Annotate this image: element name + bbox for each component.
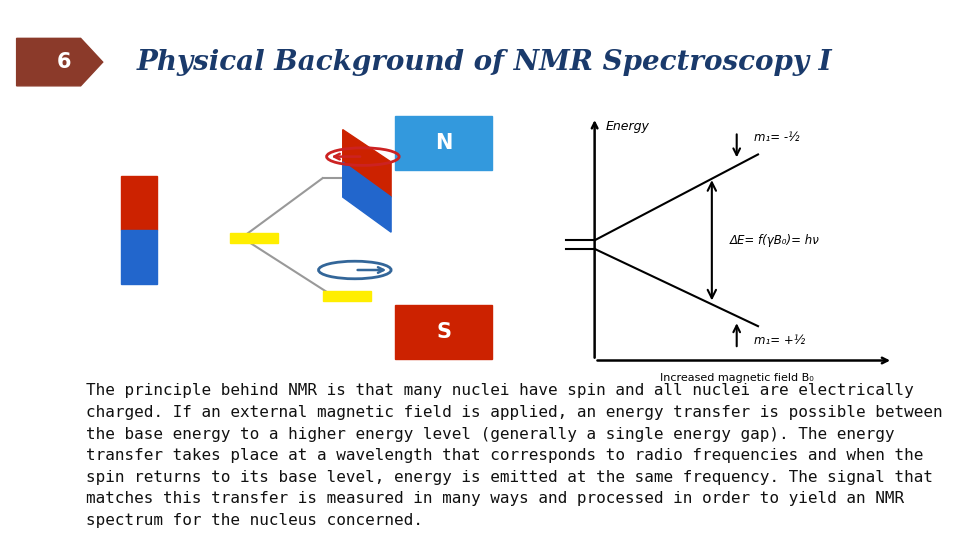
Bar — [323, 291, 371, 301]
Text: 6: 6 — [57, 52, 71, 72]
Bar — [229, 233, 278, 243]
Bar — [396, 116, 492, 170]
Bar — [121, 176, 157, 230]
Bar — [396, 305, 492, 359]
Text: m₁= -½: m₁= -½ — [755, 131, 800, 144]
Text: N: N — [435, 133, 452, 153]
Polygon shape — [343, 130, 391, 197]
Text: The principle behind NMR is that many nuclei have spin and all nuclei are electr: The principle behind NMR is that many nu… — [86, 383, 943, 528]
Bar — [121, 230, 157, 284]
Polygon shape — [343, 162, 391, 232]
Text: S: S — [436, 322, 451, 342]
Text: m₁= +½: m₁= +½ — [755, 334, 805, 347]
Text: Energy: Energy — [605, 120, 649, 133]
Text: Increased magnetic field B₀: Increased magnetic field B₀ — [660, 373, 813, 382]
FancyArrow shape — [16, 38, 103, 86]
Text: E: E — [220, 138, 230, 153]
Text: Physical Background of NMR Spectroscopy I: Physical Background of NMR Spectroscopy … — [137, 49, 832, 76]
Text: ΔE= f(γB₀)= hν: ΔE= f(γB₀)= hν — [730, 234, 820, 247]
